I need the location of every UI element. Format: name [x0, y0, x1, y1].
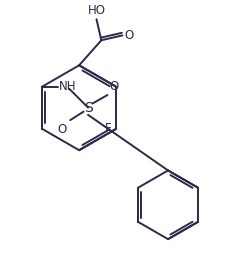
Text: S: S	[84, 101, 92, 115]
Text: F: F	[105, 122, 112, 135]
Text: O: O	[57, 122, 67, 136]
Text: NH: NH	[59, 80, 77, 93]
Text: HO: HO	[88, 4, 106, 17]
Text: O: O	[109, 80, 118, 93]
Text: O: O	[125, 29, 134, 42]
